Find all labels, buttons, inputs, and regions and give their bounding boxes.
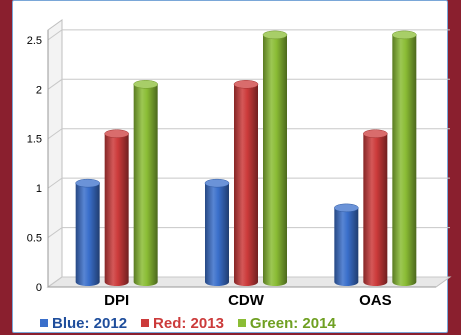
- bar-top-oas-0: [334, 203, 359, 213]
- legend-label-2014: Green: 2014: [249, 314, 336, 332]
- legend-label-2013: Red: 2013: [153, 314, 224, 332]
- y-tick-label: 0: [36, 282, 42, 294]
- bar-dpi-0: [75, 183, 100, 286]
- x-tick-label: CDW: [228, 292, 265, 309]
- legend-swatch-2013: [141, 319, 150, 327]
- bar-top-dpi-2: [133, 80, 158, 89]
- bar-top-oas-1: [363, 129, 388, 138]
- chart-legend: Blue: 2012 Red: 2013 Green: 2014: [40, 314, 450, 332]
- y-tick-label: 2: [36, 84, 42, 96]
- legend-swatch-2014: [237, 319, 246, 327]
- gridline: [47, 227, 450, 238]
- bar-oas-0: [334, 207, 359, 286]
- side-wall: [47, 19, 63, 288]
- bar-oas-2: [392, 34, 417, 287]
- bar-cdw-1: [234, 84, 258, 286]
- legend-item-2012: Blue: 2012: [40, 315, 127, 332]
- bar-top-dpi-1: [104, 129, 129, 138]
- bar-dpi-2: [133, 84, 158, 286]
- bar-top-cdw-2: [262, 30, 288, 40]
- bar-top-oas-2: [392, 30, 417, 40]
- bar-oas-1: [363, 133, 388, 286]
- bar-cdw-2: [263, 34, 287, 287]
- gridline: [47, 276, 450, 288]
- y-tick-label: 1.5: [27, 134, 42, 146]
- bar-dpi-1: [104, 133, 129, 286]
- y-tick-label: 0.5: [27, 233, 42, 245]
- bar-top-cdw-0: [204, 178, 230, 188]
- gridline: [47, 128, 450, 140]
- gridline: [47, 177, 450, 189]
- bar-cdw-0: [205, 183, 229, 286]
- legend-item-2014: Green: 2014: [237, 314, 336, 332]
- gridline: [47, 29, 450, 41]
- x-tick-label: DPI: [104, 292, 129, 309]
- legend-swatch-2012: [40, 319, 48, 327]
- x-tick-label: OAS: [359, 292, 392, 309]
- bar-top-cdw-1: [233, 80, 259, 89]
- y-tick-label: 1: [36, 183, 42, 195]
- gridline: [47, 78, 450, 90]
- y-tick-label: 2.5: [27, 35, 42, 47]
- bar-top-dpi-0: [75, 178, 100, 188]
- legend-label-2012: Blue: 2012: [52, 314, 128, 332]
- legend-item-2013: Red: 2013: [141, 315, 224, 332]
